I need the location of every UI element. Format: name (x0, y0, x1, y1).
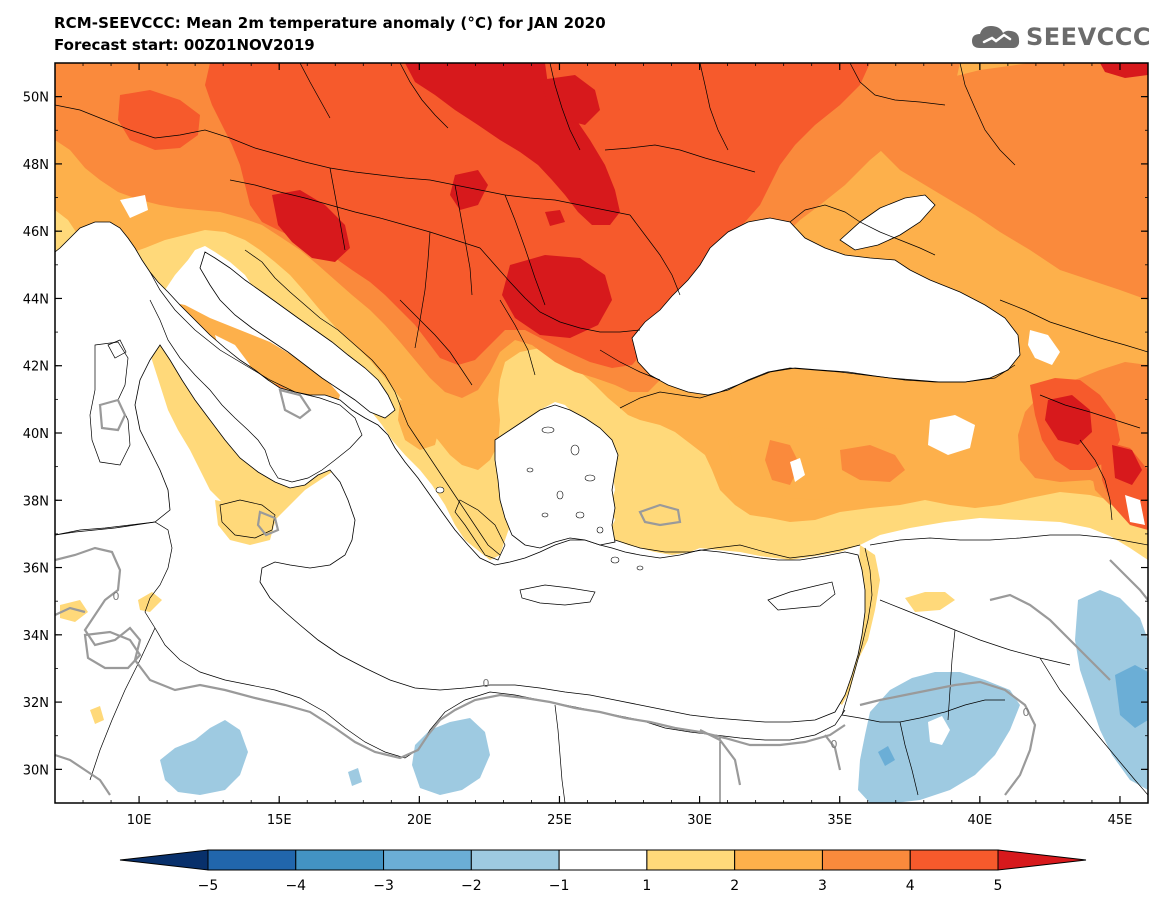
colorbar-box (821, 849, 911, 871)
colorbar-tick-label: 1 (642, 878, 651, 894)
mediterranean-sea (55, 221, 866, 723)
lon-label: 25E (547, 813, 572, 828)
colorbar-box (734, 849, 823, 871)
black-sea (631, 217, 1021, 396)
map-title: RCM-SEEVCCC: Mean 2m temperature anomaly… (54, 14, 606, 32)
cloud-icon (972, 26, 1020, 48)
seevccc-logo: SEEVCCC (970, 22, 1151, 52)
lat-label: 44N (23, 292, 49, 307)
colorbar-tick-label: 2 (730, 878, 739, 894)
colorbar-tick-label: 5 (994, 878, 1003, 894)
lat-label: 34N (23, 629, 49, 644)
anomaly-band-minus-1-2 (1075, 590, 1148, 790)
logo-text: SEEVCCC (1026, 23, 1151, 51)
lon-label: 15E (267, 813, 292, 828)
latitude-axis: 50N 48N 46N 44N 42N 40N 38N 36N 34N 32N 30N (23, 62, 1148, 804)
lat-label: 30N (23, 763, 49, 778)
lat-label: 42N (23, 360, 49, 375)
contour-label-0: 0 (483, 677, 490, 690)
lon-label: 30E (687, 813, 712, 828)
colorbar-tick-label: 4 (906, 878, 915, 894)
colorbar-box (383, 849, 472, 871)
lat-label: 38N (23, 494, 49, 509)
contour-label-0: 0 (113, 590, 120, 603)
lat-label: 50N (23, 91, 49, 106)
lat-label: 40N (23, 427, 49, 442)
lat-label: 48N (23, 158, 49, 173)
longitude-axis: 10E 15E 20E 25E 30E 35E 40E 45E (54, 63, 1149, 828)
aegean-sea (494, 404, 619, 549)
colorbar-box (558, 849, 648, 871)
colorbar-tick-label: 3 (818, 878, 827, 894)
colorbar-tick-label: −4 (285, 878, 306, 894)
colorbar-box (646, 849, 736, 871)
colorbar-underflow (119, 849, 209, 871)
colorbar-box (207, 849, 297, 871)
lon-label: 40E (967, 813, 992, 828)
colorbar-overflow (997, 849, 1087, 871)
anomaly-band-above-5 (405, 63, 620, 225)
contour-label-0: 0 (831, 738, 838, 751)
colorbar-tick-label: −2 (461, 878, 482, 894)
anomaly-band-4-5 (205, 63, 870, 368)
colorbar: −5 −4 −3 −2 −1 1 2 3 4 5 (119, 849, 1087, 894)
lon-label: 45E (1108, 813, 1133, 828)
adriatic-sea (199, 251, 396, 419)
lat-label: 36N (23, 562, 49, 577)
colorbar-tick-label: −3 (373, 878, 394, 894)
colorbar-tick-label: −5 (198, 878, 219, 894)
colorbar-tick-label: −1 (549, 878, 570, 894)
forecast-start-label: Forecast start: 00Z01NOV2019 (54, 36, 315, 54)
lon-label: 35E (827, 813, 852, 828)
colorbar-box (909, 849, 999, 871)
lon-label: 20E (407, 813, 432, 828)
colorbar-box (295, 849, 385, 871)
contour-label-0: 0 (1023, 706, 1030, 719)
lon-label: 10E (127, 813, 152, 828)
colorbar-box (470, 849, 560, 871)
lat-label: 32N (23, 696, 49, 711)
lat-label: 46N (23, 225, 49, 240)
